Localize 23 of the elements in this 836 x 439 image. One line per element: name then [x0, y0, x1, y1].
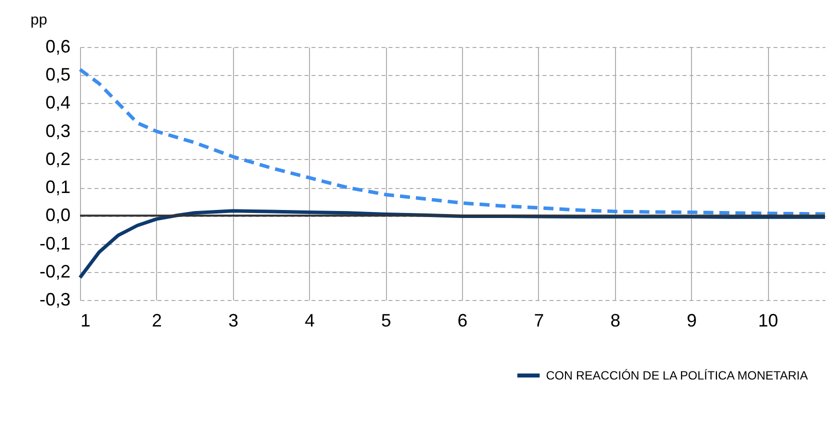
x-tick-label: 7 — [534, 310, 544, 330]
y-tick-label: -0,1 — [39, 233, 70, 254]
y-tick-label: 0,5 — [45, 64, 70, 85]
x-tick-label: 1 — [80, 310, 91, 330]
y-tick-label: 0,1 — [45, 177, 70, 198]
x-tick-label: 9 — [686, 310, 697, 330]
legend-label: CON REACCIÓN DE LA POLÍTICA MONETARIA — [546, 368, 808, 382]
y-tick-label: 0,4 — [45, 92, 70, 113]
x-tick-label: 2 — [152, 310, 162, 330]
y-tick-label: 0,3 — [45, 120, 70, 141]
y-tick-label: 0,2 — [45, 148, 70, 169]
x-tick-label: 4 — [304, 310, 315, 330]
y-tick-label: -0,3 — [39, 290, 70, 310]
y-tick-label: 0,6 — [45, 36, 70, 56]
x-tick-label: 8 — [610, 310, 620, 330]
x-tick-label: 5 — [381, 310, 392, 330]
y-tick-label: -0,2 — [39, 261, 70, 282]
y-tick-label: 0,0 — [45, 205, 70, 226]
x-tick-label: 3 — [228, 310, 238, 330]
y-axis-title: pp — [30, 12, 48, 28]
x-tick-label: 10 — [758, 310, 778, 330]
x-tick-label: 6 — [458, 310, 468, 330]
line-series — [78, 68, 827, 216]
